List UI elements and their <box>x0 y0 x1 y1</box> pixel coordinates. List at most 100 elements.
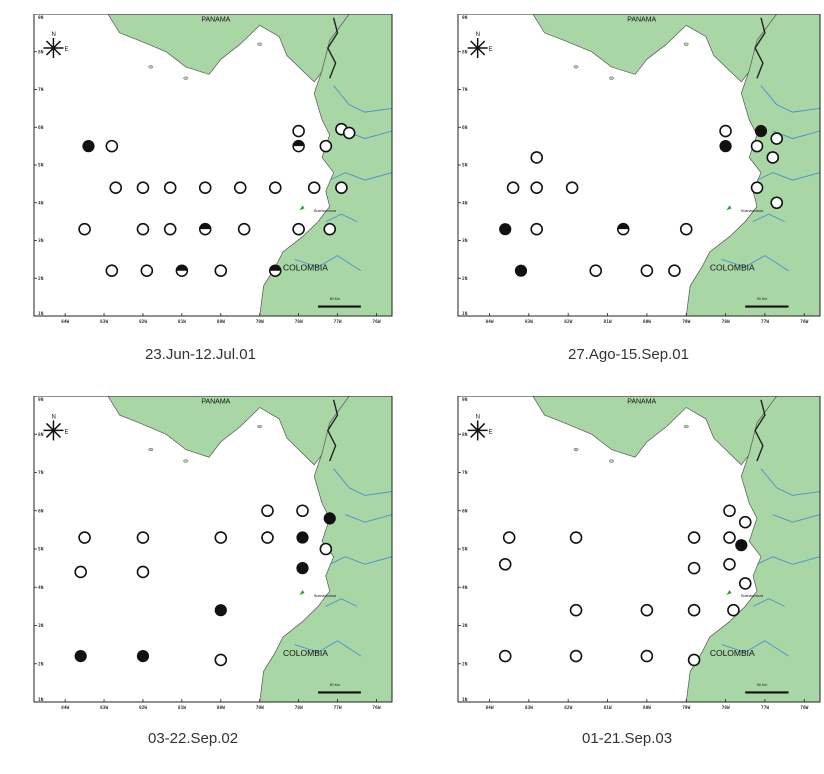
river-line <box>721 640 789 657</box>
station-negative-marker <box>136 565 150 579</box>
river-line <box>329 172 393 181</box>
station-negative-marker <box>750 139 764 153</box>
x-tick-label: 76W <box>800 705 808 711</box>
station-positive-marker <box>214 604 227 617</box>
y-tick-label: 3N <box>38 238 44 244</box>
station-negative-marker <box>502 531 516 544</box>
station-partial-marker <box>175 264 189 277</box>
country-label-colombia: COLOMBIA <box>710 648 755 658</box>
x-tick-label: 82W <box>139 319 147 325</box>
x-tick-label: 81W <box>178 705 186 711</box>
x-tick-label: 83W <box>100 705 108 711</box>
station-negative-marker <box>319 542 333 556</box>
station-negative-marker <box>136 531 150 544</box>
y-tick-label: 5N <box>38 163 44 169</box>
y-tick-label: 1N <box>462 697 468 703</box>
station-negative-marker <box>109 181 123 194</box>
island <box>573 65 579 69</box>
country-label-panama: PANAMA <box>627 399 656 406</box>
x-tick-label: 78W <box>722 319 730 325</box>
x-tick-label: 82W <box>139 705 147 711</box>
station-partial-marker <box>198 222 212 236</box>
station-negative-marker <box>261 531 274 544</box>
station-positive-marker <box>754 124 768 138</box>
y-tick-label: 6N <box>462 125 468 131</box>
x-tick-label: 84W <box>61 319 69 325</box>
survey-period-caption: 27.Ago-15.Sep.01 <box>568 346 689 363</box>
station-negative-marker <box>770 196 784 210</box>
x-tick-label: 78W <box>295 705 303 711</box>
station-negative-marker <box>498 649 512 663</box>
survey-period-caption: 03-22.Sep.02 <box>148 730 239 747</box>
river-line <box>772 514 821 523</box>
station-negative-marker <box>261 504 274 518</box>
y-tick-label: 4N <box>38 585 44 591</box>
station-negative-marker <box>214 531 228 544</box>
station-map: PANAMA COLOMBIA Buenaventura 50 Km N E 9N 8N 7N 6… <box>457 14 821 325</box>
station-negative-marker <box>105 139 119 153</box>
station-negative-marker <box>723 531 736 544</box>
station-negative-marker <box>687 603 701 617</box>
y-tick-label: 2N <box>462 661 468 667</box>
map-panel: PANAMA COLOMBIA Buenaventura 50 Km N E 9N 8N 7N 6… <box>452 14 822 330</box>
country-border <box>326 17 339 79</box>
survey-period-caption: 23.Jun-12.Jul.01 <box>145 346 256 363</box>
city-marker <box>299 589 305 595</box>
station-negative-marker <box>679 222 693 236</box>
station-negative-marker <box>233 181 247 194</box>
station-negative-marker <box>105 264 119 278</box>
river-line <box>760 85 821 113</box>
island <box>257 42 263 46</box>
river-line <box>756 172 821 181</box>
y-tick-label: 4N <box>462 585 468 591</box>
y-tick-label: 9N <box>38 15 44 21</box>
scale-label: 50 Km <box>757 683 767 687</box>
y-tick-label: 2N <box>38 661 44 667</box>
station-negative-marker <box>640 603 654 617</box>
y-tick-label: 9N <box>38 397 44 403</box>
x-tick-label: 76W <box>800 319 808 325</box>
station-negative-marker <box>268 181 282 194</box>
compass-rose-icon <box>43 37 64 58</box>
station-negative-marker <box>589 264 603 278</box>
station-negative-marker <box>136 222 150 236</box>
x-tick-label: 79W <box>682 705 690 711</box>
x-tick-label: 79W <box>682 319 690 325</box>
station-positive-marker <box>719 140 732 153</box>
station-negative-marker <box>323 222 337 236</box>
station-positive-marker <box>296 531 309 544</box>
city-label: Buenaventura <box>741 209 763 213</box>
compass-north-label: N <box>476 32 480 38</box>
city-label: Buenaventura <box>741 594 763 598</box>
station-negative-marker <box>214 653 228 667</box>
y-tick-label: 3N <box>462 623 468 629</box>
station-partial-marker <box>292 139 305 153</box>
station-negative-marker <box>565 181 579 194</box>
y-tick-label: 2N <box>38 276 44 282</box>
country-border <box>754 399 766 462</box>
x-tick-label: 80W <box>643 319 651 325</box>
island <box>609 459 614 463</box>
river-line <box>345 514 393 523</box>
x-tick-label: 84W <box>485 319 493 325</box>
y-tick-label: 7N <box>38 470 44 476</box>
station-positive-marker <box>499 223 512 236</box>
station-negative-marker <box>727 603 740 617</box>
x-tick-label: 79W <box>256 319 264 325</box>
compass-north-label: N <box>51 32 55 38</box>
y-tick-label: 5N <box>462 163 468 169</box>
compass-rose-icon <box>467 37 488 58</box>
scale-label: 50 Km <box>757 297 767 301</box>
station-negative-marker <box>723 558 736 571</box>
river-line <box>752 213 785 223</box>
station-positive-marker <box>735 539 748 552</box>
x-tick-label: 79W <box>256 705 264 711</box>
map-panel: PANAMA COLOMBIA Buenaventura 50 Km N E 9N 8N 7N 6… <box>28 14 394 330</box>
country-border <box>326 399 339 462</box>
station-negative-marker <box>296 504 309 518</box>
y-tick-label: 8N <box>462 49 468 55</box>
river-line <box>329 556 393 565</box>
y-tick-label: 1N <box>38 697 44 703</box>
station-negative-marker <box>292 124 305 138</box>
y-tick-label: 9N <box>462 397 468 403</box>
